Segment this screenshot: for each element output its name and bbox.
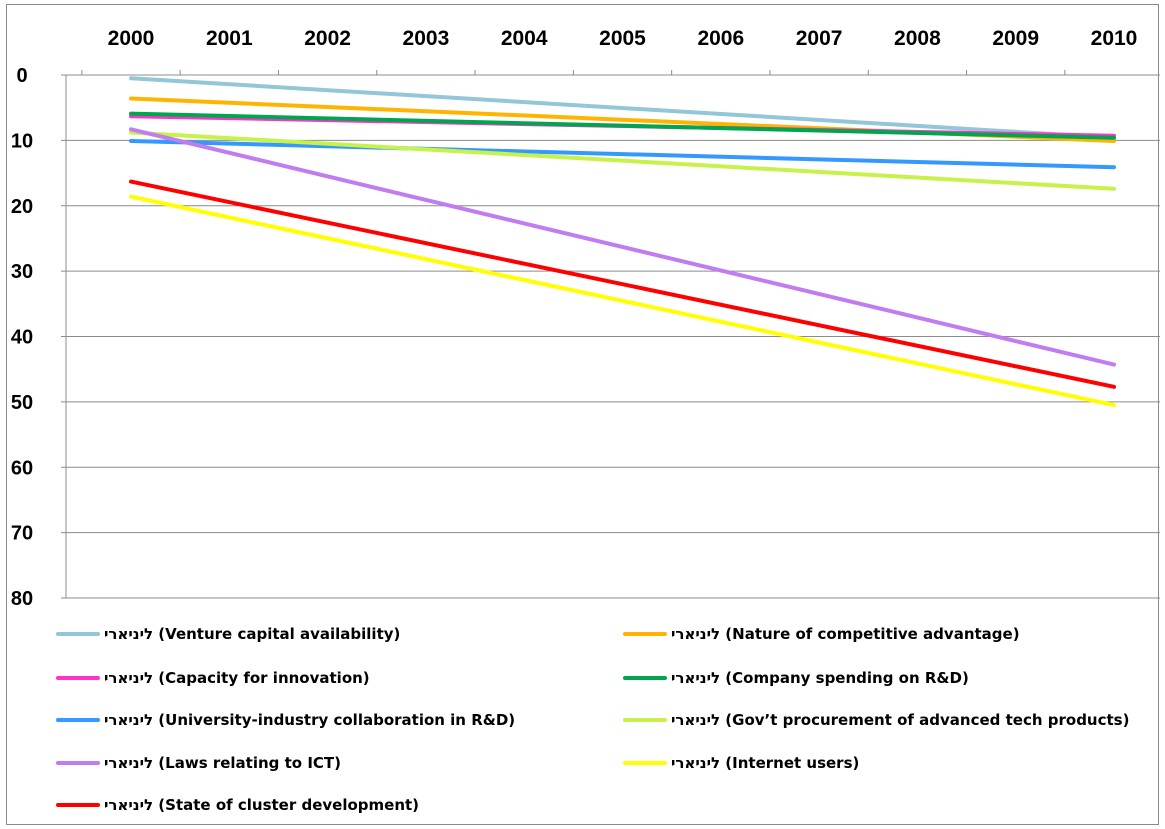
legend-label: ליניארי (Internet users) [671,754,859,772]
legend-label: ליניארי (Nature of competitive advantage… [671,625,1020,643]
y-tick-label: 0 [16,65,27,87]
y-tick-label: 60 [11,457,33,479]
x-tick-label: 2002 [304,27,351,50]
legend-label: ליניארי (Company spending on R&D) [671,669,969,687]
y-tick-label: 70 [11,523,33,545]
legend-label: ליניארי (University-industry collaborati… [104,711,515,729]
y-tick-label: 50 [11,392,33,414]
x-tick-label: 2008 [894,27,941,50]
series-line-5 [129,130,1116,191]
x-tick-label: 2003 [403,27,450,50]
y-tick-label: 80 [11,588,33,610]
series-line-3 [129,111,1116,140]
legend-label: ליניארי (Capacity for innovation) [104,669,370,687]
x-tick-label: 2005 [599,27,646,50]
y-tick-label: 40 [11,327,33,349]
x-tick-label: 2010 [1091,27,1138,50]
x-tick-label: 2004 [501,27,548,50]
y-tick-label: 30 [11,261,33,283]
x-tick-label: 2009 [992,27,1039,50]
x-tick-label: 2000 [108,27,155,50]
x-tick-label: 2006 [697,27,744,50]
legend-label: ליניארי (State of cluster development) [104,796,419,814]
legend-label: ליניארי (Venture capital availability) [104,625,400,643]
legend-label: ליניארי (Gov’t procurement of advanced t… [671,711,1129,729]
y-tick-label: 20 [11,196,33,218]
series-line-8 [129,179,1116,389]
x-tick-label: 2001 [206,27,253,50]
series-line-4 [129,139,1116,170]
series-line-0 [129,76,1116,140]
y-tick-label: 10 [11,130,33,152]
x-tick-label: 2007 [796,27,843,50]
series-line-7 [129,194,1116,408]
legend-label: ליניארי (Laws relating to ICT) [104,754,341,772]
series-line-6 [129,127,1116,367]
